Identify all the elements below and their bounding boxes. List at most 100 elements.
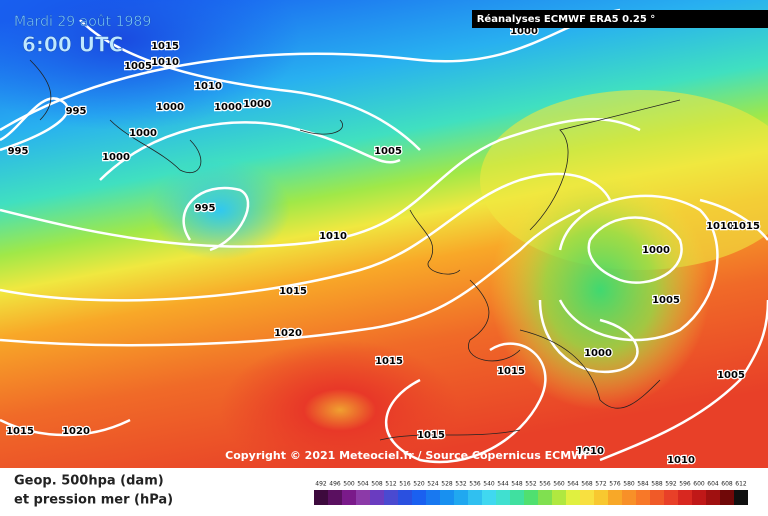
colorbar-label: 516 (399, 481, 411, 488)
colorbar-label: 588 (651, 481, 663, 488)
copyright: Copyright © 2021 Meteociel.fr / Source C… (225, 449, 591, 462)
colorbar-swatch (566, 490, 580, 505)
isobar-label: 1015 (6, 426, 34, 437)
colorbar-swatch (650, 490, 664, 505)
field (0, 0, 300, 130)
isobar-label: 1015 (417, 430, 445, 441)
colorbar-label: 592 (665, 481, 677, 488)
isobar-label: 1015 (279, 286, 307, 297)
isobar-label: 995 (8, 146, 29, 157)
isobar-label: 1000 (129, 128, 157, 139)
map-date: Mardi 29 août 1989 (14, 14, 151, 30)
colorbar-label: 556 (539, 481, 551, 488)
colorbar-swatch (482, 490, 496, 505)
isobar-label: 1015 (732, 221, 760, 232)
colorbar-swatch (412, 490, 426, 505)
isobars (0, 8, 768, 464)
isobar-label: 1015 (375, 356, 403, 367)
colorbar-swatch (314, 490, 328, 505)
colorbar-swatch (706, 490, 720, 505)
colorbar-swatch (370, 490, 384, 505)
colorbar-label: 608 (721, 481, 733, 488)
colorbar-label: 580 (623, 481, 635, 488)
legend-subtitle: et pression mer (hPa) (14, 493, 173, 508)
colorbar-label: 492 (315, 481, 327, 488)
colorbar-label: 576 (609, 481, 621, 488)
source-label: Réanalyses ECMWF ERA5 0.25 ° (477, 13, 656, 25)
colorbar-label: 524 (427, 481, 439, 488)
map (0, 0, 768, 480)
colorbar-swatch (720, 490, 734, 505)
colorbar-label: 584 (637, 481, 649, 488)
colorbar-swatch (664, 490, 678, 505)
colorbar-label: 548 (511, 481, 523, 488)
colorbar-swatch (398, 490, 412, 505)
colorbar-swatch (594, 490, 608, 505)
colorbar: 492 496 500 504 508 512 516 520 524 528 532 536 540 5… (314, 481, 748, 505)
colorbar-label: 572 (595, 481, 607, 488)
isobar-label: 1010 (151, 57, 179, 68)
colorbar-label: 508 (371, 481, 383, 488)
colorbar-swatch (496, 490, 510, 505)
colorbar-label: 512 (385, 481, 397, 488)
isobar-label: 1000 (243, 99, 271, 110)
colorbar-label: 536 (469, 481, 481, 488)
isobar-label: 1015 (151, 41, 179, 52)
colorbar-swatch (580, 490, 594, 505)
isobar-label: 1010 (194, 81, 222, 92)
legend-title: Geop. 500hpa (dam) (14, 474, 164, 489)
colorbar-label: 560 (553, 481, 565, 488)
source-box (472, 10, 768, 28)
isobar-label: 1000 (156, 102, 184, 113)
colorbar-swatch (384, 490, 398, 505)
isobar-label: 1000 (642, 245, 670, 256)
colorbar-swatch (524, 490, 538, 505)
colorbar-swatch (636, 490, 650, 505)
isobar-label: 1010 (576, 446, 604, 457)
isobar-label: 1005 (652, 295, 680, 306)
colorbar-swatch (426, 490, 440, 505)
map-time: 6:00 UTC (22, 33, 123, 57)
coastlines (29, 59, 681, 441)
colorbar-label: 612 (735, 481, 747, 488)
isobar-label: 1020 (62, 426, 90, 437)
colorbar-label: 500 (343, 481, 355, 488)
isobar-label: 1020 (274, 328, 302, 339)
colorbar-label: 552 (525, 481, 537, 488)
isobar-label: 1000 (214, 102, 242, 113)
isobar-label: 1005 (124, 61, 152, 72)
colorbar-label: 540 (483, 481, 495, 488)
colorbar-label: 532 (455, 481, 467, 488)
colorbar-swatch (734, 490, 748, 505)
colorbar-label: 544 (497, 481, 509, 488)
colorbar-swatch (678, 490, 692, 505)
field (220, 340, 460, 480)
colorbar-swatch (608, 490, 622, 505)
isobar-label: 995 (195, 203, 216, 214)
field (150, 160, 290, 260)
colorbar-swatch (510, 490, 524, 505)
isobar-label: 1015 (497, 366, 525, 377)
colorbar-swatch (468, 490, 482, 505)
colorbar-swatch (552, 490, 566, 505)
isobar-label: 1010 (706, 221, 734, 232)
colorbar-label: 504 (357, 481, 369, 488)
colorbar-label: 496 (329, 481, 341, 488)
colorbar-swatch (454, 490, 468, 505)
isobar-label: 1000 (510, 26, 538, 37)
colorbar-swatch (440, 490, 454, 505)
colorbar-label: 528 (441, 481, 453, 488)
colorbar-label: 600 (693, 481, 705, 488)
colorbar-label: 564 (567, 481, 579, 488)
colorbar-label: 604 (707, 481, 719, 488)
isobar-label: 1010 (667, 455, 695, 466)
colorbar-swatch (342, 490, 356, 505)
isobar-label: 1005 (717, 370, 745, 381)
colorbar-label: 520 (413, 481, 425, 488)
isobar-label: 1010 (319, 231, 347, 242)
isobar-label: 1000 (584, 348, 612, 359)
isobar-label: 1000 (102, 152, 130, 163)
colorbar-label: 596 (679, 481, 691, 488)
